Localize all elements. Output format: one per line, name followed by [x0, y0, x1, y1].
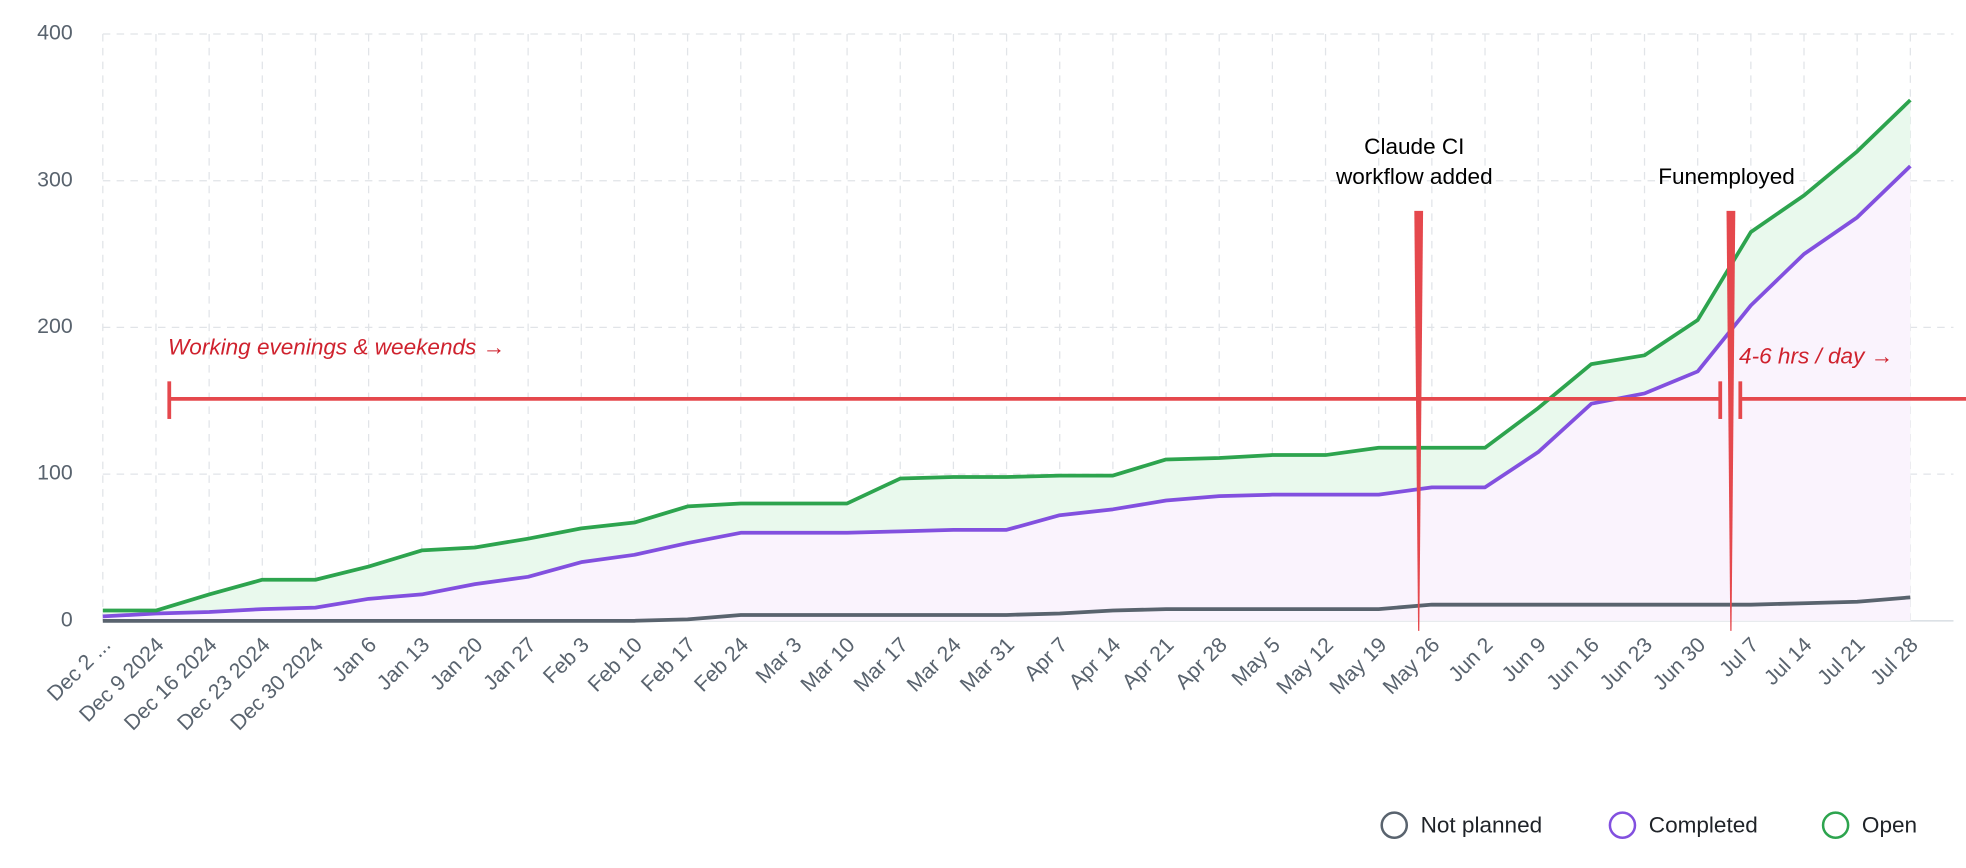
x-tick-label: May 26	[1378, 633, 1444, 699]
x-tick-label: Jul 28	[1866, 633, 1923, 690]
annotation: workflow added	[1335, 164, 1493, 189]
annotation: 4-6 hrs / day →	[1739, 343, 1893, 368]
x-tick-label: Mar 10	[796, 633, 860, 697]
annotation: Working evenings & weekends →	[168, 335, 505, 360]
x-tick-label: Jan 27	[478, 633, 540, 695]
legend-marker	[1608, 811, 1637, 839]
x-tick-label: Apr 14	[1064, 633, 1125, 694]
annotation-line	[1726, 210, 1736, 631]
x-tick-label: Apr 28	[1170, 633, 1231, 694]
legend-label: Not planned	[1421, 812, 1543, 837]
y-tick-label: 200	[37, 314, 73, 338]
x-tick-label: Feb 10	[583, 633, 647, 697]
x-tick-label: Mar 17	[849, 633, 913, 697]
x-tick-label: Jul 21	[1813, 633, 1870, 690]
legend-label: Open	[1862, 812, 1917, 837]
x-tick-label: Jun 23	[1595, 633, 1657, 695]
x-tick-label: Mar 24	[902, 633, 966, 697]
y-tick-label: 0	[61, 607, 73, 631]
line	[102, 595, 1911, 623]
x-tick-label: Jan 13	[372, 633, 434, 695]
legend-marker	[1821, 811, 1850, 839]
annotation-line	[1414, 210, 1424, 631]
x-tick-label: Apr 21	[1117, 633, 1178, 694]
legend-label: Completed	[1649, 812, 1758, 837]
x-tick-label: Feb 17	[636, 633, 700, 697]
x-tick-label: Jun 30	[1648, 633, 1710, 695]
annotations: Claude CI workflow added Funemployed Wor…	[167, 134, 1966, 631]
x-tick-label: Jul 14	[1759, 633, 1816, 690]
y-tick-label: 300	[37, 167, 73, 191]
y-tick-label: 100	[37, 461, 73, 485]
x-tick-label: Mar 31	[955, 633, 1019, 697]
x-tick-label: Feb 24	[689, 633, 753, 697]
area	[102, 166, 1911, 621]
x-tick-label: May 12	[1272, 633, 1338, 699]
annotation: Claude CI	[1364, 134, 1464, 159]
legend-marker	[1380, 811, 1409, 839]
x-tick-label: Jun 16	[1542, 633, 1604, 695]
x-tick-label: Jan 20	[425, 633, 487, 695]
y-tick-label: 400	[37, 21, 73, 45]
x-tick-label: Jul 7	[1715, 633, 1764, 682]
x-tick-label: May 19	[1325, 633, 1391, 699]
legend: Not planned Completed Open	[1380, 811, 1917, 839]
line	[102, 98, 1912, 613]
x-tick-label: Jun 2	[1444, 633, 1498, 687]
annotation: Funemployed	[1658, 164, 1795, 189]
